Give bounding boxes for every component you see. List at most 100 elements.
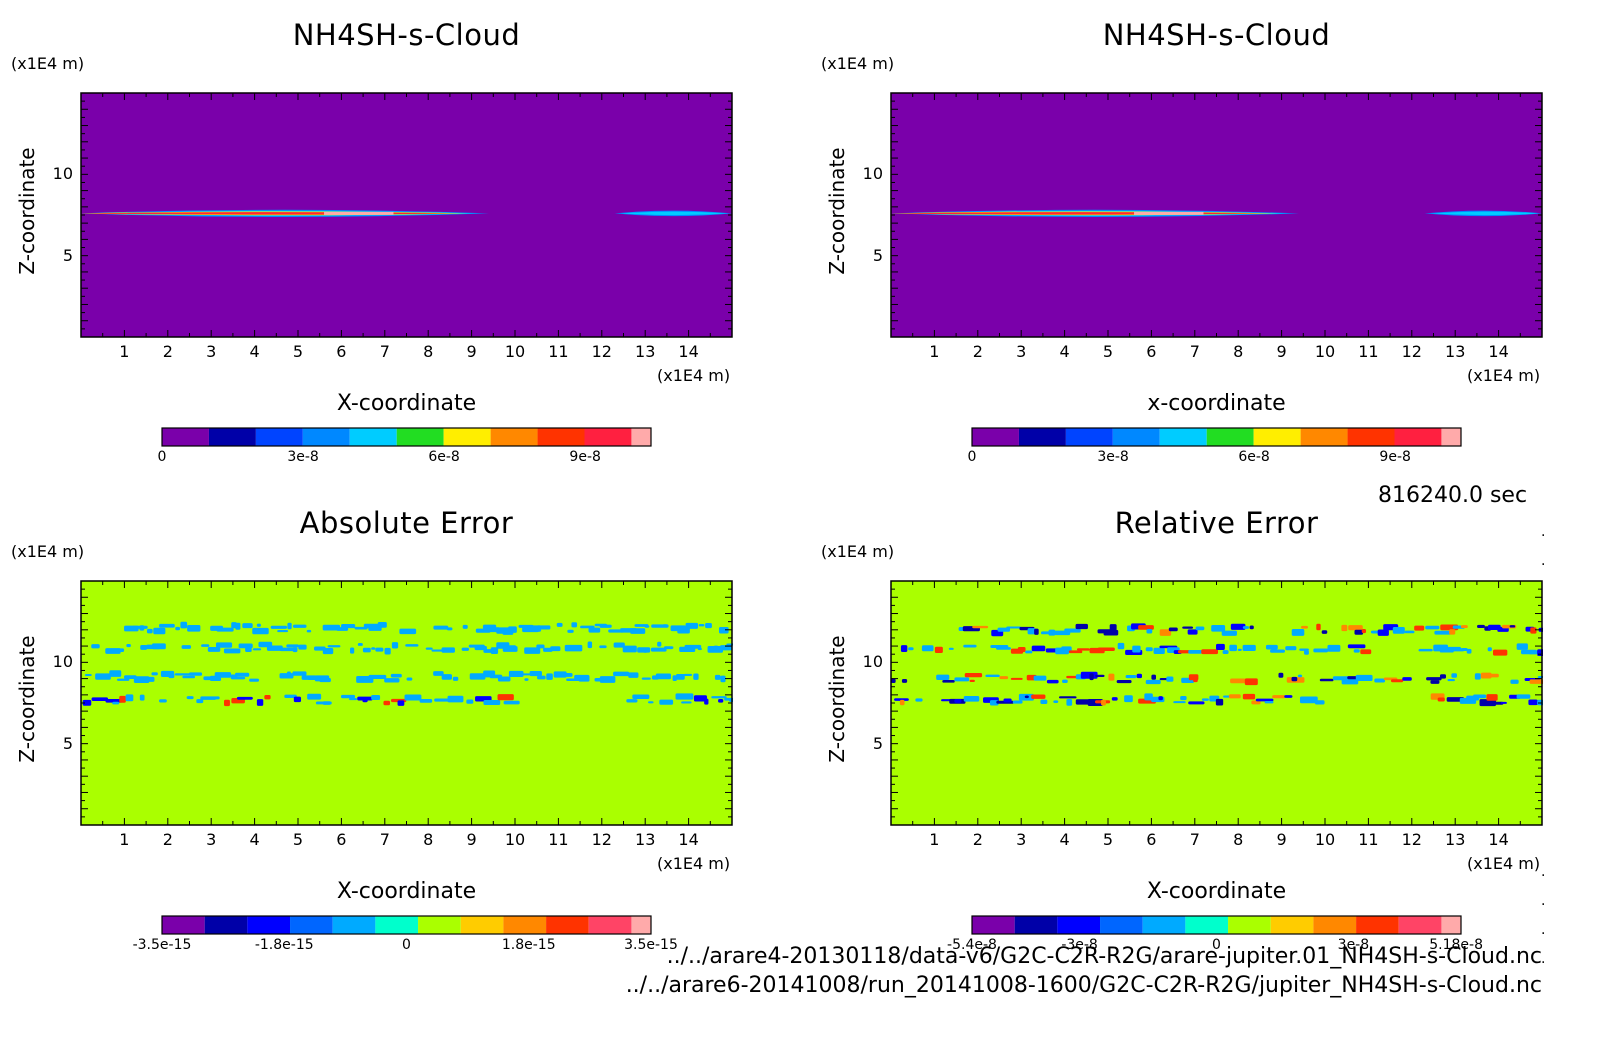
error-patch	[362, 647, 371, 653]
colorbar-segment	[546, 916, 589, 934]
error-patch	[1201, 649, 1218, 655]
error-patch	[1144, 693, 1153, 701]
error-patch	[126, 643, 131, 648]
error-patch	[383, 700, 391, 706]
x-tick-label: 10	[1314, 830, 1336, 849]
error-patch	[1265, 644, 1278, 650]
error-patch	[1108, 673, 1115, 681]
error-patch	[462, 624, 468, 629]
y-axis-label: Z-coordinate	[15, 147, 39, 275]
error-patch	[314, 646, 326, 651]
error-patch	[384, 678, 400, 683]
error-patch	[196, 699, 204, 704]
error-patch	[954, 699, 962, 703]
error-patch	[1125, 674, 1137, 679]
error-patch	[188, 672, 203, 676]
error-patch	[684, 644, 702, 649]
error-patch	[1146, 629, 1153, 634]
error-patch	[1215, 698, 1224, 706]
colorbar-label: 9e-8	[569, 449, 601, 465]
error-patch	[84, 673, 92, 677]
x-tick-label: 8	[423, 342, 434, 361]
error-patch	[1221, 630, 1237, 636]
error-patch	[934, 646, 943, 653]
error-patch	[350, 647, 355, 654]
error-patch	[1327, 644, 1341, 652]
error-patch	[245, 645, 252, 653]
error-patch	[433, 671, 444, 676]
error-patch	[1061, 646, 1072, 652]
x-tick-label: 4	[249, 830, 260, 849]
error-patch	[230, 676, 246, 680]
error-patch	[1216, 643, 1225, 650]
x-tick-label: 7	[379, 342, 390, 361]
colorbar-label: -3e-8	[1061, 937, 1098, 953]
error-patch	[1473, 694, 1487, 699]
colorbar-segment	[1100, 916, 1143, 934]
error-band	[891, 671, 1543, 686]
error-patch	[95, 673, 111, 680]
colorbar-frame	[161, 427, 652, 447]
error-patch	[292, 624, 307, 628]
y-tick-label: 5	[872, 245, 883, 265]
error-patch	[187, 624, 201, 632]
error-patch	[1062, 679, 1068, 684]
colorbar-label: 0	[967, 449, 977, 465]
error-patch	[264, 695, 271, 700]
error-band	[124, 621, 729, 635]
chart-title: NH4SH-s-Cloud	[1102, 18, 1331, 52]
error-patch	[1319, 678, 1334, 682]
error-patch	[524, 678, 529, 681]
error-patch	[985, 674, 1000, 678]
colorbar-segment	[1159, 428, 1207, 446]
error-patch	[685, 622, 699, 629]
x-tick-label: 8	[1233, 830, 1244, 849]
error-patch	[1434, 630, 1452, 635]
colorbar-segment	[1065, 428, 1113, 446]
error-patch	[1392, 627, 1405, 634]
error-patch	[1486, 673, 1499, 678]
colorbar-segment	[332, 916, 376, 934]
error-patch	[1425, 625, 1440, 630]
colorbar-segment	[349, 428, 397, 446]
x-tick-label: 4	[1059, 342, 1070, 361]
error-patch	[571, 622, 578, 628]
error-patch	[599, 624, 612, 628]
error-patch	[1095, 674, 1105, 678]
error-patch	[483, 700, 501, 705]
error-patch	[446, 627, 453, 631]
error-patch	[641, 677, 651, 680]
error-patch	[1193, 676, 1198, 683]
error-patch	[564, 644, 583, 652]
error-patch	[249, 678, 260, 682]
colorbar-segment	[247, 916, 291, 934]
y-tick-label: 5	[62, 733, 73, 753]
error-patch	[371, 647, 376, 650]
x-tick-label: 12	[591, 342, 612, 361]
error-patch	[1284, 695, 1293, 698]
error-patch	[469, 673, 486, 680]
error-patch	[1103, 629, 1119, 636]
colorbar-label: 3.5e-15	[624, 937, 678, 953]
colorbar-segment	[1300, 428, 1348, 446]
error-patch	[524, 647, 541, 654]
error-patch	[319, 678, 331, 683]
error-patch	[1341, 624, 1348, 632]
error-patch	[362, 699, 368, 703]
error-patch	[139, 694, 145, 701]
error-patch	[82, 699, 92, 706]
colorbar-segment	[537, 428, 585, 446]
chart-title: NH4SH-s-Cloud	[292, 18, 521, 52]
error-patch	[404, 694, 422, 701]
error-patch	[720, 675, 726, 683]
x-tick-label: 9	[1276, 342, 1287, 361]
error-patch	[954, 677, 970, 682]
error-patch	[963, 644, 977, 648]
colorbar-segment	[631, 916, 651, 934]
error-patch	[112, 701, 120, 705]
error-patch	[91, 697, 109, 701]
error-patch	[942, 680, 955, 683]
x-tick-label: 10	[504, 830, 526, 849]
y-axis-label: Z-coordinate	[825, 635, 849, 763]
error-patch	[307, 693, 322, 700]
